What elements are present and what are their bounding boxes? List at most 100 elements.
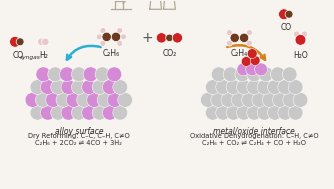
Circle shape bbox=[246, 63, 259, 76]
Circle shape bbox=[40, 80, 55, 94]
Circle shape bbox=[40, 105, 55, 120]
Circle shape bbox=[257, 105, 272, 120]
Text: C₂H₄: C₂H₄ bbox=[231, 49, 248, 58]
Circle shape bbox=[95, 67, 110, 82]
Circle shape bbox=[293, 31, 300, 37]
Circle shape bbox=[36, 67, 51, 82]
Text: H₂O: H₂O bbox=[293, 51, 308, 60]
Text: C₂H₆: C₂H₆ bbox=[103, 49, 120, 58]
Circle shape bbox=[205, 80, 220, 94]
Circle shape bbox=[226, 29, 232, 36]
Circle shape bbox=[200, 93, 215, 107]
Circle shape bbox=[257, 80, 272, 94]
Text: alloy surface: alloy surface bbox=[54, 126, 103, 136]
Circle shape bbox=[250, 56, 260, 65]
Circle shape bbox=[166, 34, 173, 42]
Circle shape bbox=[237, 63, 250, 76]
Circle shape bbox=[216, 105, 230, 120]
Circle shape bbox=[71, 80, 86, 94]
Circle shape bbox=[46, 93, 60, 107]
Circle shape bbox=[92, 105, 107, 120]
Circle shape bbox=[59, 67, 74, 82]
Circle shape bbox=[236, 105, 251, 120]
Circle shape bbox=[111, 32, 121, 42]
Circle shape bbox=[295, 34, 306, 45]
Circle shape bbox=[205, 105, 220, 120]
Circle shape bbox=[241, 93, 257, 107]
Circle shape bbox=[82, 105, 97, 120]
Circle shape bbox=[226, 80, 241, 94]
Circle shape bbox=[117, 40, 123, 46]
Circle shape bbox=[103, 80, 117, 94]
Circle shape bbox=[236, 80, 251, 94]
Circle shape bbox=[271, 67, 285, 82]
Circle shape bbox=[226, 40, 232, 46]
Circle shape bbox=[247, 105, 262, 120]
Circle shape bbox=[38, 38, 45, 46]
Circle shape bbox=[97, 93, 112, 107]
Text: CO: CO bbox=[281, 23, 292, 32]
Text: +: + bbox=[142, 31, 154, 45]
Circle shape bbox=[247, 67, 262, 82]
Circle shape bbox=[56, 93, 71, 107]
Circle shape bbox=[48, 67, 62, 82]
Circle shape bbox=[71, 67, 86, 82]
Circle shape bbox=[51, 105, 65, 120]
Circle shape bbox=[230, 33, 239, 43]
Circle shape bbox=[255, 63, 268, 76]
Text: H₂: H₂ bbox=[39, 51, 48, 60]
Circle shape bbox=[118, 93, 133, 107]
Circle shape bbox=[278, 105, 293, 120]
Circle shape bbox=[221, 93, 236, 107]
Circle shape bbox=[252, 93, 267, 107]
Circle shape bbox=[156, 33, 167, 43]
Circle shape bbox=[30, 105, 45, 120]
Circle shape bbox=[66, 93, 81, 107]
Circle shape bbox=[285, 10, 293, 18]
Circle shape bbox=[301, 31, 308, 37]
Circle shape bbox=[61, 80, 76, 94]
Text: C₂H₆ + 2CO₂ ⇌ 4CO + 3H₂: C₂H₆ + 2CO₂ ⇌ 4CO + 3H₂ bbox=[35, 140, 122, 146]
Text: C₂H₆ + CO₂ ⇌ C₂H₄ + CO + H₂O: C₂H₆ + CO₂ ⇌ C₂H₄ + CO + H₂O bbox=[202, 140, 306, 146]
Circle shape bbox=[117, 27, 123, 33]
Circle shape bbox=[282, 67, 297, 82]
Text: CO₂: CO₂ bbox=[162, 49, 177, 58]
Circle shape bbox=[107, 67, 122, 82]
Circle shape bbox=[211, 93, 225, 107]
Circle shape bbox=[246, 29, 253, 36]
Circle shape bbox=[100, 27, 106, 33]
Circle shape bbox=[41, 38, 49, 46]
Circle shape bbox=[103, 105, 117, 120]
Circle shape bbox=[82, 80, 97, 94]
Circle shape bbox=[259, 67, 274, 82]
Circle shape bbox=[241, 57, 251, 66]
Circle shape bbox=[102, 32, 111, 42]
Circle shape bbox=[61, 105, 76, 120]
Circle shape bbox=[268, 105, 282, 120]
Circle shape bbox=[113, 80, 128, 94]
Circle shape bbox=[226, 105, 241, 120]
Circle shape bbox=[246, 40, 253, 46]
Circle shape bbox=[293, 93, 308, 107]
Circle shape bbox=[87, 93, 102, 107]
Circle shape bbox=[288, 105, 303, 120]
Circle shape bbox=[268, 80, 282, 94]
Circle shape bbox=[76, 93, 91, 107]
Circle shape bbox=[30, 80, 45, 94]
Text: Dry Reforming: C–C, C–H, C≠O: Dry Reforming: C–C, C–H, C≠O bbox=[28, 133, 130, 139]
Circle shape bbox=[279, 9, 289, 20]
Circle shape bbox=[108, 93, 122, 107]
Circle shape bbox=[121, 34, 127, 40]
Circle shape bbox=[92, 80, 107, 94]
Circle shape bbox=[216, 80, 230, 94]
Text: metal/oxide interface: metal/oxide interface bbox=[213, 126, 295, 136]
Circle shape bbox=[16, 38, 24, 46]
Circle shape bbox=[71, 105, 86, 120]
Text: Oxidative Dehydrogenation: C–H, C≠O: Oxidative Dehydrogenation: C–H, C≠O bbox=[190, 133, 319, 139]
Circle shape bbox=[283, 93, 298, 107]
Circle shape bbox=[273, 93, 287, 107]
Circle shape bbox=[288, 80, 303, 94]
Circle shape bbox=[278, 80, 293, 94]
Circle shape bbox=[223, 67, 238, 82]
Circle shape bbox=[10, 36, 20, 47]
